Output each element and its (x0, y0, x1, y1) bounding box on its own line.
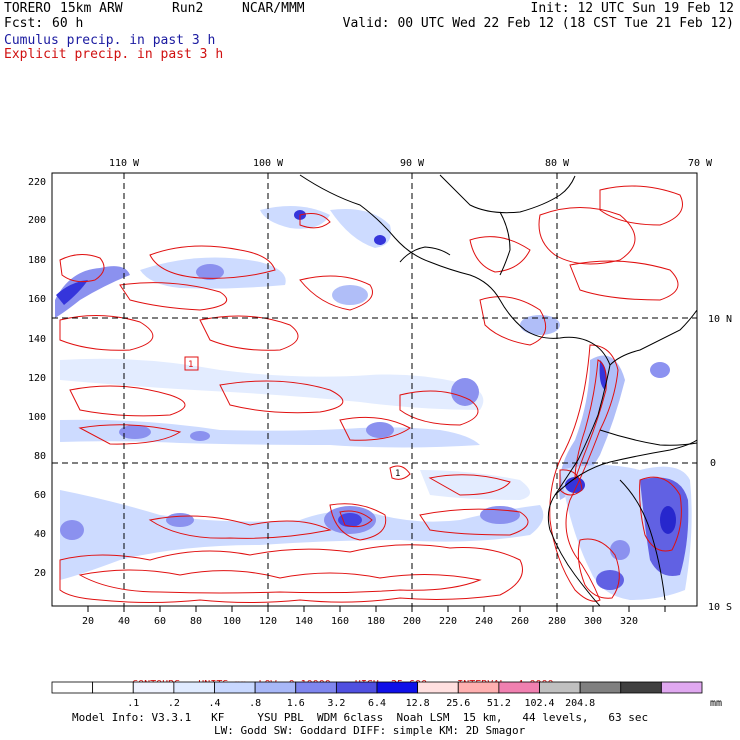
x-tick-label: 300 (584, 616, 602, 627)
colorbar-label: 3.2 (327, 698, 345, 709)
colorbar-label: .8 (249, 698, 261, 709)
colorbar-cell (92, 681, 134, 694)
colorbar-cell (335, 681, 378, 694)
y-tick-label: 40 (34, 529, 46, 540)
x-tick-label: 180 (367, 616, 385, 627)
lon-label-90w: 90 W (400, 158, 425, 169)
colorbar-label: 51.2 (487, 698, 511, 709)
x-tick-label: 40 (118, 616, 130, 627)
colorbar-cell (539, 681, 581, 694)
colorbar-cell (376, 681, 419, 694)
axis-ticks (87, 606, 666, 612)
lon-label-70w: 70 W (688, 158, 713, 169)
model-resolution: 15km ARW (60, 1, 123, 16)
x-tick-label: 320 (620, 616, 638, 627)
x-tick-label: 240 (475, 616, 493, 627)
y-tick-label: 160 (28, 294, 46, 305)
valid-time: Valid: 00 UTC Wed 22 Feb 12 (18 CST Tue … (342, 16, 734, 31)
x-tick-label: 20 (82, 616, 94, 627)
model-name: TORERO (4, 1, 51, 16)
y-tick-label: 140 (28, 334, 46, 345)
x-tick-label: 100 (223, 616, 241, 627)
lon-label-110w: 110 W (109, 158, 140, 169)
colorbar-label: .2 (168, 698, 180, 709)
colorbar-cell (620, 681, 662, 694)
cumulus-precip-shading (55, 206, 692, 600)
x-tick-label: 80 (190, 616, 202, 627)
x-tick-label: 260 (511, 616, 529, 627)
y-tick-label: 20 (34, 568, 46, 579)
colorbar-label: 102.4 (524, 698, 554, 709)
colorbar-cell (214, 681, 256, 694)
field-explicit-title: Explicit precip. in past 3 h (4, 47, 224, 62)
colorbar-cell (417, 681, 459, 694)
y-tick-label: 120 (28, 373, 46, 384)
color-bar: .1.2.4.8 1.6 3.2 6.4 12.8 25.6 51.2 102.4 204.8 … (51, 681, 722, 709)
y-tick-label: 60 (34, 490, 46, 501)
init-time: Init: 12 UTC Sun 19 Feb 12 (530, 1, 735, 16)
lat-label-10s: 10 S (708, 602, 732, 613)
colorbar-unit-label: mm (710, 698, 722, 709)
cell-box-label: 1 (188, 360, 193, 370)
lat-label-10n: 10 N (708, 314, 732, 325)
x-tick-label: 280 (548, 616, 566, 627)
y-tick-label: 80 (34, 451, 46, 462)
forecast-label: Fcst: (4, 16, 44, 31)
colorbar-cell (579, 681, 622, 694)
lat-label-0: 0 (710, 458, 716, 469)
field-cumulus-title: Cumulus precip. in past 3 h (4, 33, 216, 48)
run-label: Run2 (172, 1, 204, 16)
org-label: NCAR/MMM (242, 1, 305, 16)
x-tick-label: 120 (259, 616, 277, 627)
lon-label-100w: 100 W (253, 158, 284, 169)
lat-lon-grid (52, 173, 697, 606)
map-frame (51, 172, 698, 607)
x-tick-label: 220 (439, 616, 457, 627)
colorbar-label: .1 (127, 698, 139, 709)
colorbar-cell (51, 681, 94, 694)
colorbar-label: 1.6 (287, 698, 305, 709)
colorbar-cell (498, 681, 540, 694)
y-tick-label: 200 (28, 215, 46, 226)
colorbar-cell (254, 681, 297, 694)
colorbar-cell (295, 681, 337, 694)
colorbar-cell (173, 681, 215, 694)
colorbar-cell (457, 681, 500, 694)
colorbar-label: 6.4 (368, 698, 386, 709)
x-tick-label: 200 (403, 616, 421, 627)
model-info-line1: Model Info: V3.3.1 KF YSU PBL WDM 6class… (72, 711, 649, 724)
colorbar-cell (660, 681, 703, 694)
colorbar-label: 12.8 (406, 698, 430, 709)
forecast-hours: 60 h (52, 16, 84, 31)
y-tick-label: 220 (28, 177, 46, 188)
x-tick-label: 140 (295, 616, 313, 627)
colorbar-cell (132, 681, 175, 694)
explicit-precip-contours (59, 185, 683, 603)
model-info-line2: LW: Godd SW: Goddard DIFF: simple KM: 2D… (214, 724, 526, 737)
colorbar-label: .4 (208, 698, 220, 709)
coastlines (299, 174, 697, 606)
y-tick-label: 100 (28, 412, 46, 423)
y-tick-label: 180 (28, 255, 46, 266)
x-tick-label: 60 (154, 616, 166, 627)
colorbar-label: 25.6 (446, 698, 470, 709)
x-tick-label: 160 (331, 616, 349, 627)
y-tick-labels: 220 200 180 160 140 120 100 80 60 40 20 (28, 177, 46, 579)
storm-marker-label: 1 (395, 469, 400, 479)
lon-label-80w: 80 W (545, 158, 570, 169)
colorbar-label: 204.8 (565, 698, 595, 709)
x-tick-labels: 20 40 60 80 100 120 140 160 180 200 220 … (82, 616, 638, 627)
